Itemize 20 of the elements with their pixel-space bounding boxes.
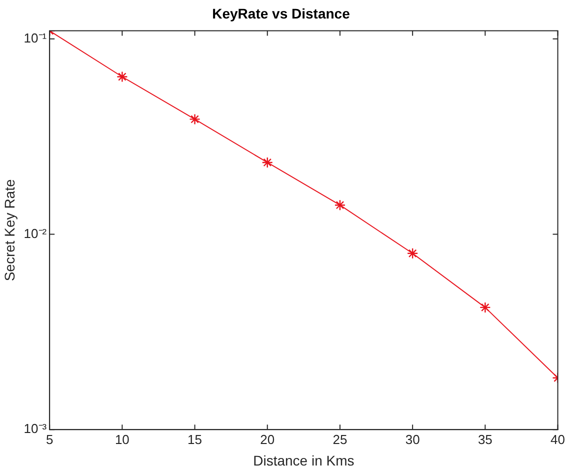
- y-tick-label: 10⁻¹: [24, 30, 48, 46]
- x-tick-label: 40: [550, 432, 566, 447]
- x-tick-label: 15: [188, 432, 202, 447]
- x-tick-label: 10: [114, 432, 130, 447]
- x-tick-label: 5: [46, 432, 54, 447]
- point: [116, 71, 128, 82]
- x-axis-title: Distance in Kms: [253, 452, 354, 468]
- chart-title: KeyRate vs Distance: [212, 5, 350, 22]
- x-tick-label: 25: [332, 432, 348, 447]
- x-tick-label: 30: [405, 432, 420, 447]
- y-tick-label: 10⁻³: [24, 421, 48, 436]
- point: [189, 114, 200, 125]
- y-axis-title: Secret Key Rate: [1, 179, 18, 282]
- x-tick-label: 20: [260, 432, 275, 447]
- point: [262, 156, 273, 168]
- y-tick-label: 10⁻²: [24, 226, 48, 241]
- point: [480, 302, 491, 314]
- point: [334, 199, 346, 211]
- x-tick-label: 35: [478, 432, 492, 447]
- point: [406, 248, 418, 259]
